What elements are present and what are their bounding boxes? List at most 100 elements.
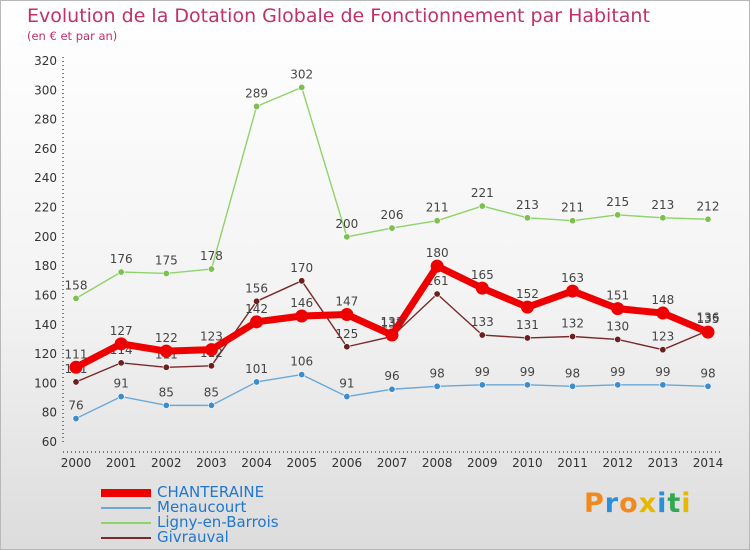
data-label-menaucourt: 91 (114, 377, 129, 391)
data-point-ligny-en-barrois (72, 294, 80, 302)
data-point-menaucourt (388, 385, 396, 393)
chart-title: Evolution de la Dotation Globale de Fonc… (27, 5, 650, 27)
data-point-givrauval (478, 331, 486, 339)
data-point-ligny-en-barrois (659, 214, 667, 222)
x-tick-label: 2006 (332, 456, 363, 470)
data-point-ligny-en-barrois (433, 217, 441, 225)
data-label-ligny-en-barrois: 212 (697, 199, 720, 213)
data-point-ligny-en-barrois (253, 102, 261, 110)
data-point-chanteraine (204, 343, 218, 357)
x-tick-label: 2014 (693, 456, 724, 470)
data-label-ligny-en-barrois: 206 (381, 208, 404, 222)
data-point-givrauval (207, 362, 215, 370)
data-label-givrauval: 130 (606, 319, 629, 333)
data-label-ligny-en-barrois: 211 (561, 201, 584, 215)
x-tick-label: 2008 (422, 456, 453, 470)
data-point-givrauval (343, 343, 351, 351)
data-point-ligny-en-barrois (117, 268, 125, 276)
x-tick-label: 2004 (241, 456, 272, 470)
data-point-givrauval (253, 297, 261, 305)
data-label-givrauval: 133 (471, 315, 494, 329)
legend-label: Givrauval (157, 528, 229, 546)
y-tick-label: 220 (34, 201, 57, 215)
data-label-menaucourt: 99 (520, 365, 535, 379)
data-label-ligny-en-barrois: 158 (65, 278, 88, 292)
data-point-menaucourt (253, 378, 261, 386)
data-point-chanteraine (69, 360, 83, 374)
logo-letter: t (667, 488, 682, 519)
data-label-ligny-en-barrois: 178 (200, 249, 223, 263)
data-point-chanteraine (611, 302, 625, 316)
legend-swatch (101, 506, 151, 509)
data-label-menaucourt: 91 (339, 377, 354, 391)
data-point-givrauval (72, 378, 80, 386)
data-point-menaucourt (433, 382, 441, 390)
y-tick-label: 140 (34, 318, 57, 332)
data-point-chanteraine (475, 281, 489, 295)
legend-label: Ligny-en-Barrois (157, 513, 279, 531)
data-point-ligny-en-barrois (162, 269, 170, 277)
data-point-chanteraine (701, 325, 715, 339)
logo-letter: x (638, 488, 658, 519)
data-label-ligny-en-barrois: 215 (606, 195, 629, 209)
data-point-chanteraine (520, 300, 534, 314)
data-label-menaucourt: 106 (290, 355, 313, 369)
data-label-menaucourt: 98 (565, 366, 580, 380)
y-tick-label: 320 (34, 54, 57, 68)
data-label-menaucourt: 99 (610, 365, 625, 379)
x-tick-label: 2009 (467, 456, 498, 470)
data-point-givrauval (523, 334, 531, 342)
y-tick-label: 80 (42, 406, 57, 420)
y-tick-label: 180 (34, 259, 57, 273)
data-label-chanteraine: 163 (561, 271, 584, 285)
x-tick-label: 2010 (512, 456, 543, 470)
data-point-menaucourt (478, 381, 486, 389)
data-point-givrauval (298, 277, 306, 285)
data-label-chanteraine: 151 (606, 289, 629, 303)
data-label-menaucourt: 99 (475, 365, 490, 379)
data-point-givrauval (614, 335, 622, 343)
data-point-ligny-en-barrois (478, 202, 486, 210)
chart-subtitle: (en € et par an) (27, 29, 118, 43)
data-label-chanteraine: 133 (381, 315, 404, 329)
data-label-ligny-en-barrois: 213 (651, 198, 674, 212)
data-point-menaucourt (162, 401, 170, 409)
data-label-chanteraine: 127 (110, 324, 133, 338)
legend-swatch (101, 536, 151, 539)
data-point-givrauval (659, 346, 667, 354)
data-point-ligny-en-barrois (343, 233, 351, 241)
data-point-chanteraine (430, 259, 444, 273)
data-label-chanteraine: 148 (651, 293, 674, 307)
data-label-ligny-en-barrois: 221 (471, 186, 494, 200)
data-label-chanteraine: 146 (290, 296, 313, 310)
logo-letter: o (619, 488, 639, 519)
data-label-givrauval: 132 (561, 316, 584, 330)
y-tick-label: 120 (34, 347, 57, 361)
data-label-chanteraine: 142 (245, 302, 268, 316)
data-label-chanteraine: 147 (335, 295, 358, 309)
proxiti-logo: Proxiti (584, 488, 692, 519)
data-point-chanteraine (385, 328, 399, 342)
data-label-givrauval: 156 (245, 281, 268, 295)
legend-label: CHANTERAINE (157, 483, 265, 501)
x-tick-label: 2013 (648, 456, 679, 470)
data-point-menaucourt (343, 393, 351, 401)
data-label-ligny-en-barrois: 211 (426, 201, 449, 215)
data-label-menaucourt: 98 (700, 366, 715, 380)
x-tick-label: 2005 (286, 456, 317, 470)
x-tick-label: 2001 (106, 456, 137, 470)
data-label-ligny-en-barrois: 289 (245, 86, 268, 100)
data-point-chanteraine (656, 306, 670, 320)
logo-letter: i (657, 488, 668, 519)
data-point-chanteraine (114, 337, 128, 351)
data-point-ligny-en-barrois (614, 211, 622, 219)
data-point-ligny-en-barrois (523, 214, 531, 222)
data-label-givrauval: 131 (516, 318, 539, 332)
logo-letter: r (604, 488, 620, 519)
data-point-givrauval (117, 359, 125, 367)
data-point-menaucourt (298, 371, 306, 379)
data-label-menaucourt: 101 (245, 362, 268, 376)
y-tick-label: 280 (34, 113, 57, 127)
